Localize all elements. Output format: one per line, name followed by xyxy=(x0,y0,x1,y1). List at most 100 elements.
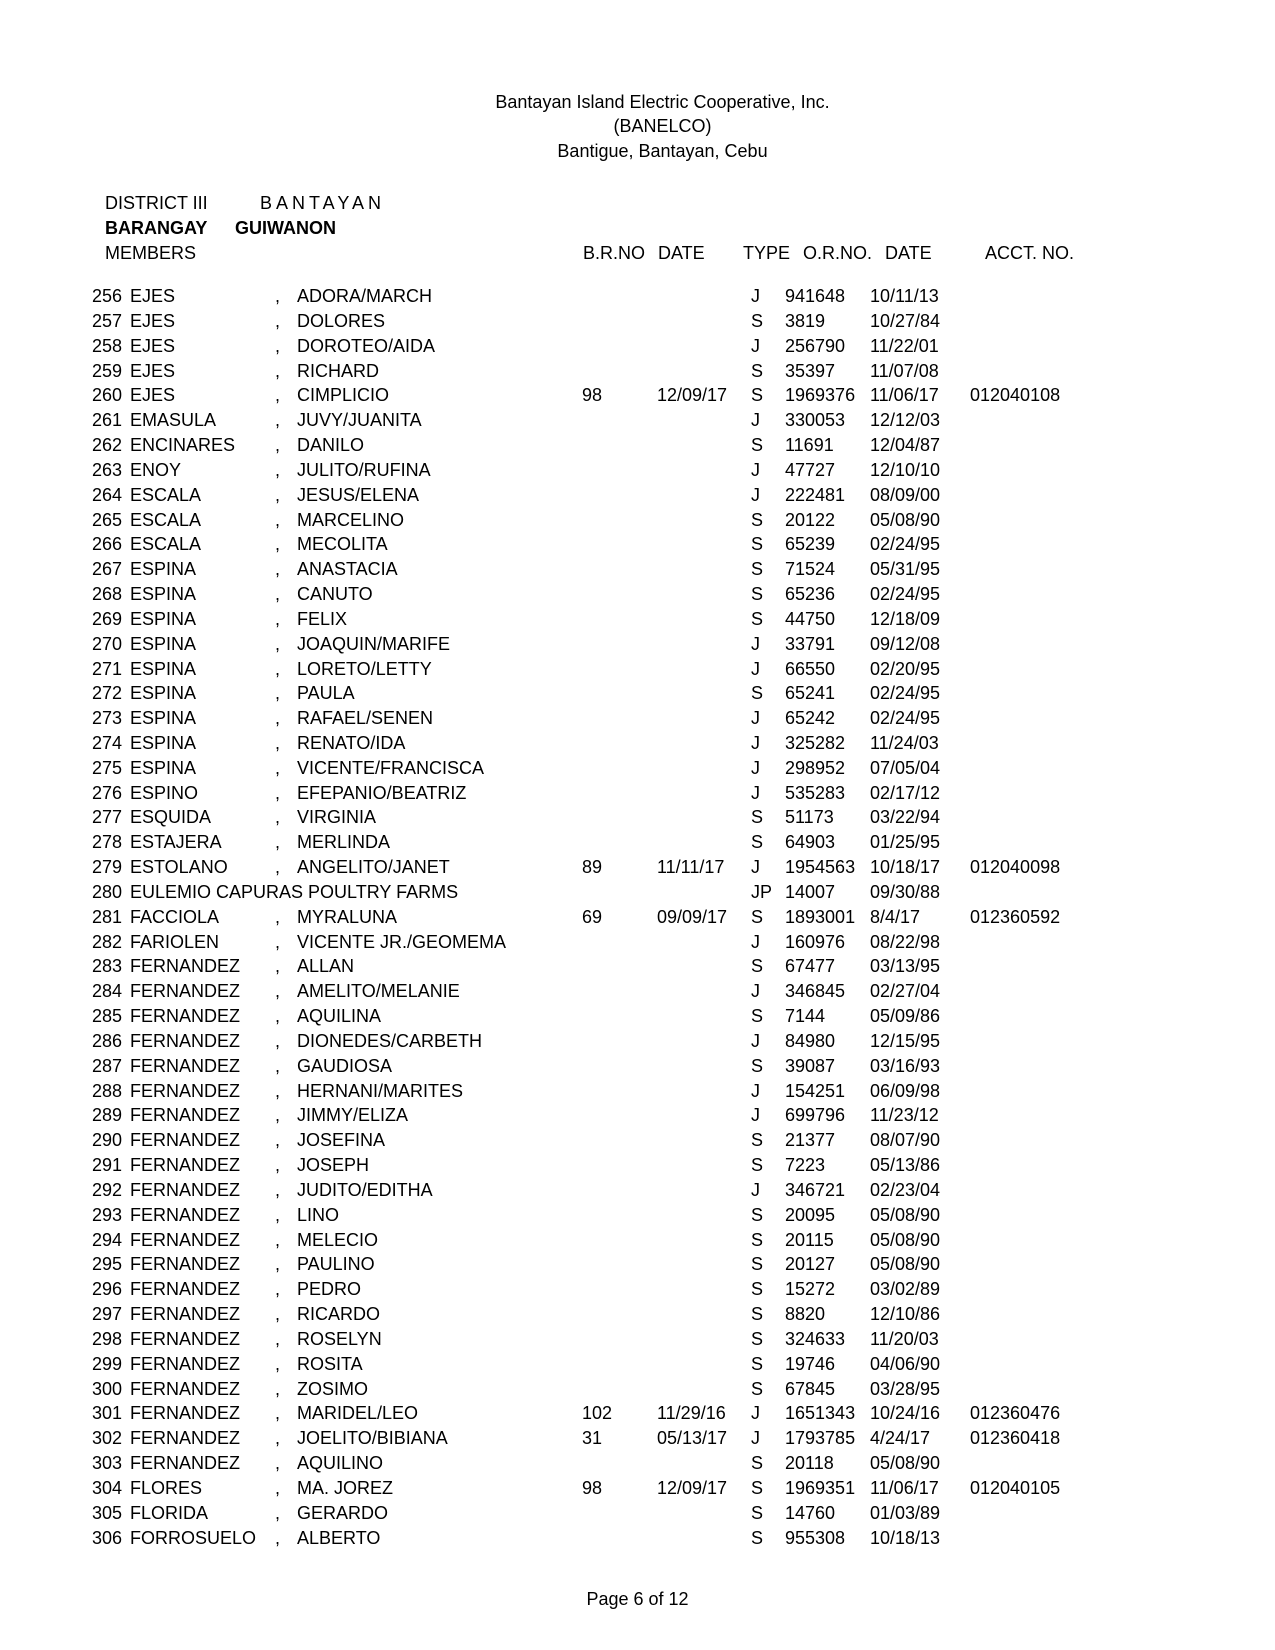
comma: , xyxy=(275,359,297,384)
or-no: 65236 xyxy=(785,582,870,607)
member-firstname: DIONEDES/CARBETH xyxy=(297,1029,582,1054)
br-date xyxy=(657,557,747,582)
acct-no xyxy=(970,1079,1195,1104)
acct-no xyxy=(970,284,1195,309)
member-firstname: MYRALUNA xyxy=(297,905,582,930)
br-no xyxy=(582,1377,657,1402)
or-date: 02/23/04 xyxy=(870,1178,970,1203)
or-no: 222481 xyxy=(785,483,870,508)
row-number: 275 xyxy=(80,756,130,781)
type: S xyxy=(747,383,785,408)
data-table: 256EJES,ADORA/MARCHJ94164810/11/13257EJE… xyxy=(80,284,1195,1550)
member-firstname: JUVY/JUANITA xyxy=(297,408,582,433)
comma: , xyxy=(275,855,297,880)
member-firstname: VICENTE/FRANCISCA xyxy=(297,756,582,781)
table-row: 304FLORES,MA. JOREZ9812/09/17S196935111/… xyxy=(80,1476,1195,1501)
or-no: 67477 xyxy=(785,954,870,979)
type: S xyxy=(747,1451,785,1476)
or-date: 01/03/89 xyxy=(870,1501,970,1526)
or-no: 65239 xyxy=(785,532,870,557)
member-lastname: FERNANDEZ xyxy=(130,1401,275,1426)
br-date xyxy=(657,433,747,458)
row-number: 279 xyxy=(80,855,130,880)
br-date: 11/11/17 xyxy=(657,855,747,880)
comma: , xyxy=(275,1203,297,1228)
br-date xyxy=(657,1128,747,1153)
comma: , xyxy=(275,1178,297,1203)
member-lastname: EMASULA xyxy=(130,408,275,433)
row-number: 257 xyxy=(80,309,130,334)
member-lastname: ESPINA xyxy=(130,681,275,706)
member-firstname: FELIX xyxy=(297,607,582,632)
br-no xyxy=(582,1203,657,1228)
type: J xyxy=(747,632,785,657)
member-firstname: ADORA/MARCH xyxy=(297,284,582,309)
br-no xyxy=(582,309,657,334)
br-date: 11/29/16 xyxy=(657,1401,747,1426)
acct-no xyxy=(970,805,1195,830)
member-firstname: PEDRO xyxy=(297,1277,582,1302)
table-row: 274ESPINA,RENATO/IDAJ32528211/24/03 xyxy=(80,731,1195,756)
comma: , xyxy=(275,309,297,334)
barangay-value: GUIWANON xyxy=(235,218,336,238)
acct-no xyxy=(970,706,1195,731)
or-no: 51173 xyxy=(785,805,870,830)
type: S xyxy=(747,508,785,533)
br-date xyxy=(657,1103,747,1128)
member-firstname: ALLAN xyxy=(297,954,582,979)
comma: , xyxy=(275,1302,297,1327)
row-number: 289 xyxy=(80,1103,130,1128)
member-firstname: MA. JOREZ xyxy=(297,1476,582,1501)
member-lastname: FERNANDEZ xyxy=(130,1178,275,1203)
or-date: 02/17/12 xyxy=(870,781,970,806)
acct-no xyxy=(970,632,1195,657)
acct-no xyxy=(970,657,1195,682)
row-number: 284 xyxy=(80,979,130,1004)
member-firstname: AQUILINA xyxy=(297,1004,582,1029)
acct-no xyxy=(970,880,1195,905)
row-number: 258 xyxy=(80,334,130,359)
or-date: 03/28/95 xyxy=(870,1377,970,1402)
br-no: 69 xyxy=(582,905,657,930)
table-row: 302FERNANDEZ,JOELITO/BIBIANA3105/13/17J1… xyxy=(80,1426,1195,1451)
member-firstname: RICARDO xyxy=(297,1302,582,1327)
or-date: 03/22/94 xyxy=(870,805,970,830)
br-date xyxy=(657,483,747,508)
row-number: 273 xyxy=(80,706,130,731)
district-value: BANTAYAN xyxy=(260,193,385,213)
type: S xyxy=(747,1501,785,1526)
row-number: 271 xyxy=(80,657,130,682)
acct-no xyxy=(970,1228,1195,1253)
table-row: 284FERNANDEZ,AMELITO/MELANIEJ34684502/27… xyxy=(80,979,1195,1004)
comma: , xyxy=(275,607,297,632)
br-no xyxy=(582,1252,657,1277)
br-date xyxy=(657,706,747,731)
type: S xyxy=(747,1476,785,1501)
col-members: MEMBERS xyxy=(105,241,583,266)
member-firstname: GERARDO xyxy=(297,1501,582,1526)
member-lastname: EJES xyxy=(130,334,275,359)
br-no xyxy=(582,1302,657,1327)
or-no: 8820 xyxy=(785,1302,870,1327)
row-number: 256 xyxy=(80,284,130,309)
member-lastname: FERNANDEZ xyxy=(130,1228,275,1253)
table-row: 266ESCALA,MECOLITAS6523902/24/95 xyxy=(80,532,1195,557)
comma: , xyxy=(275,1054,297,1079)
br-date xyxy=(657,508,747,533)
district-label: DISTRICT III xyxy=(105,191,255,216)
table-row: 292FERNANDEZ,JUDITO/EDITHAJ34672102/23/0… xyxy=(80,1178,1195,1203)
type: J xyxy=(747,1426,785,1451)
br-date xyxy=(657,657,747,682)
type: S xyxy=(747,805,785,830)
table-row: 289FERNANDEZ,JIMMY/ELIZAJ69979611/23/12 xyxy=(80,1103,1195,1128)
or-no: 33791 xyxy=(785,632,870,657)
type: S xyxy=(747,433,785,458)
member-lastname: FERNANDEZ xyxy=(130,1203,275,1228)
br-date xyxy=(657,334,747,359)
member-lastname: FORROSUELO xyxy=(130,1526,275,1551)
br-no xyxy=(582,1103,657,1128)
br-date xyxy=(657,1302,747,1327)
member-lastname: FERNANDEZ xyxy=(130,1103,275,1128)
or-date: 11/06/17 xyxy=(870,383,970,408)
row-number: 286 xyxy=(80,1029,130,1054)
